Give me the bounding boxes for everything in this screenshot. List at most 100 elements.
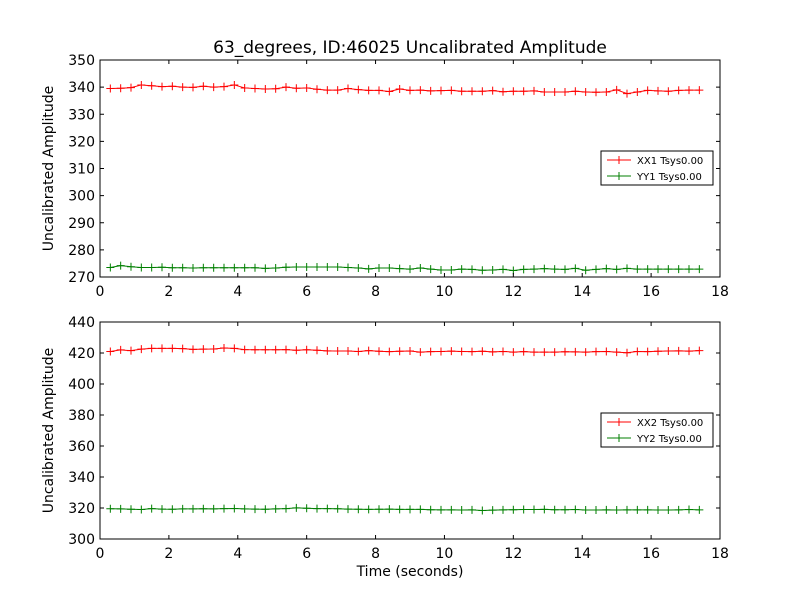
data-point	[581, 266, 590, 275]
legend-label: YY2 Tsys0.00	[636, 434, 702, 445]
data-point	[426, 505, 435, 514]
data-point	[199, 263, 208, 272]
data-point	[540, 505, 549, 514]
legend-label: XX2 Tsys0.00	[637, 418, 703, 429]
data-point	[695, 505, 704, 514]
data-point	[530, 348, 538, 357]
data-point	[178, 504, 187, 513]
data-point	[344, 84, 352, 93]
data-point	[654, 265, 662, 274]
data-point	[602, 505, 611, 514]
legend-marker	[615, 434, 623, 442]
data-point	[447, 86, 456, 95]
data-point	[395, 505, 404, 514]
data-point	[550, 348, 559, 357]
data-point	[623, 89, 631, 98]
data-point	[364, 264, 373, 273]
data-point	[127, 346, 135, 355]
data-point	[561, 505, 569, 514]
data-point	[375, 86, 383, 95]
y-axis-title: Uncalibrated Amplitude	[41, 86, 57, 252]
data-point	[313, 85, 321, 94]
data-point	[406, 265, 414, 274]
data-point	[685, 86, 693, 95]
data-point	[623, 264, 631, 273]
x-tick-label: 0	[96, 284, 105, 300]
y-tick-label: 380	[68, 408, 95, 424]
data-point	[251, 345, 259, 354]
data-point	[457, 347, 466, 356]
data-point	[158, 82, 166, 91]
data-point	[437, 505, 445, 514]
data-point	[654, 506, 662, 515]
chart-title-top: 63_degrees, ID:46025 Uncalibrated Amplit…	[213, 38, 607, 58]
x-tick-label: 16	[642, 284, 660, 300]
data-point	[147, 344, 156, 353]
data-point	[261, 85, 270, 94]
data-point	[468, 265, 476, 274]
data-point	[654, 347, 662, 356]
data-point	[499, 347, 507, 356]
data-point	[468, 87, 476, 96]
data-point	[230, 504, 239, 513]
data-point	[612, 85, 621, 94]
data-point	[158, 263, 166, 272]
x-tick-label: 4	[233, 284, 242, 300]
data-point	[271, 504, 280, 513]
data-point	[592, 506, 600, 515]
data-point	[499, 265, 507, 274]
data-point	[375, 347, 383, 356]
data-point	[395, 347, 404, 356]
data-point	[364, 86, 373, 95]
data-point	[292, 503, 301, 512]
data-point	[240, 83, 249, 92]
data-point	[333, 86, 342, 95]
data-point	[333, 262, 342, 271]
data-point	[571, 505, 580, 514]
x-tick-label: 6	[302, 546, 311, 562]
data-point	[313, 262, 321, 271]
data-point	[106, 347, 115, 356]
data-point	[478, 266, 487, 275]
data-point	[437, 347, 445, 356]
data-point	[240, 263, 249, 272]
data-point	[540, 264, 549, 273]
data-point	[375, 264, 383, 273]
data-point	[550, 265, 559, 274]
data-point	[561, 88, 569, 97]
data-point	[612, 348, 621, 357]
plot-top: 0 2 4 6 8 10 12 14 16 18 270 280 290 300 310 320 330 340 3…	[41, 53, 729, 300]
data-point	[550, 88, 559, 97]
x-tick-label: 10	[436, 284, 454, 300]
data-point	[695, 265, 704, 274]
y-tick-label: 340	[68, 470, 95, 486]
data-point	[674, 265, 683, 274]
data-point	[674, 86, 683, 95]
data-point	[344, 263, 352, 272]
data-point	[674, 346, 683, 355]
data-point	[550, 505, 559, 514]
data-point	[271, 264, 280, 273]
x-tick-label: 18	[711, 546, 729, 562]
data-point	[137, 345, 146, 354]
data-point	[530, 265, 538, 274]
data-point	[199, 345, 208, 354]
y-tick-label: 420	[68, 346, 95, 362]
data-point	[220, 504, 228, 513]
x-axis-title-bottom: Time (seconds)	[356, 564, 464, 580]
data-point	[209, 504, 218, 513]
data-point	[220, 263, 228, 272]
data-point	[519, 505, 528, 514]
data-point	[416, 264, 425, 273]
data-point	[674, 505, 683, 514]
data-point	[189, 345, 197, 354]
x-tick-label: 2	[164, 284, 173, 300]
x-tick-label: 6	[302, 284, 311, 300]
data-point	[168, 82, 177, 91]
series-line	[110, 507, 700, 511]
x-tick-label: 8	[371, 546, 380, 562]
data-point	[313, 346, 321, 355]
y-tick-label: 340	[68, 80, 95, 96]
data-point	[189, 83, 197, 92]
